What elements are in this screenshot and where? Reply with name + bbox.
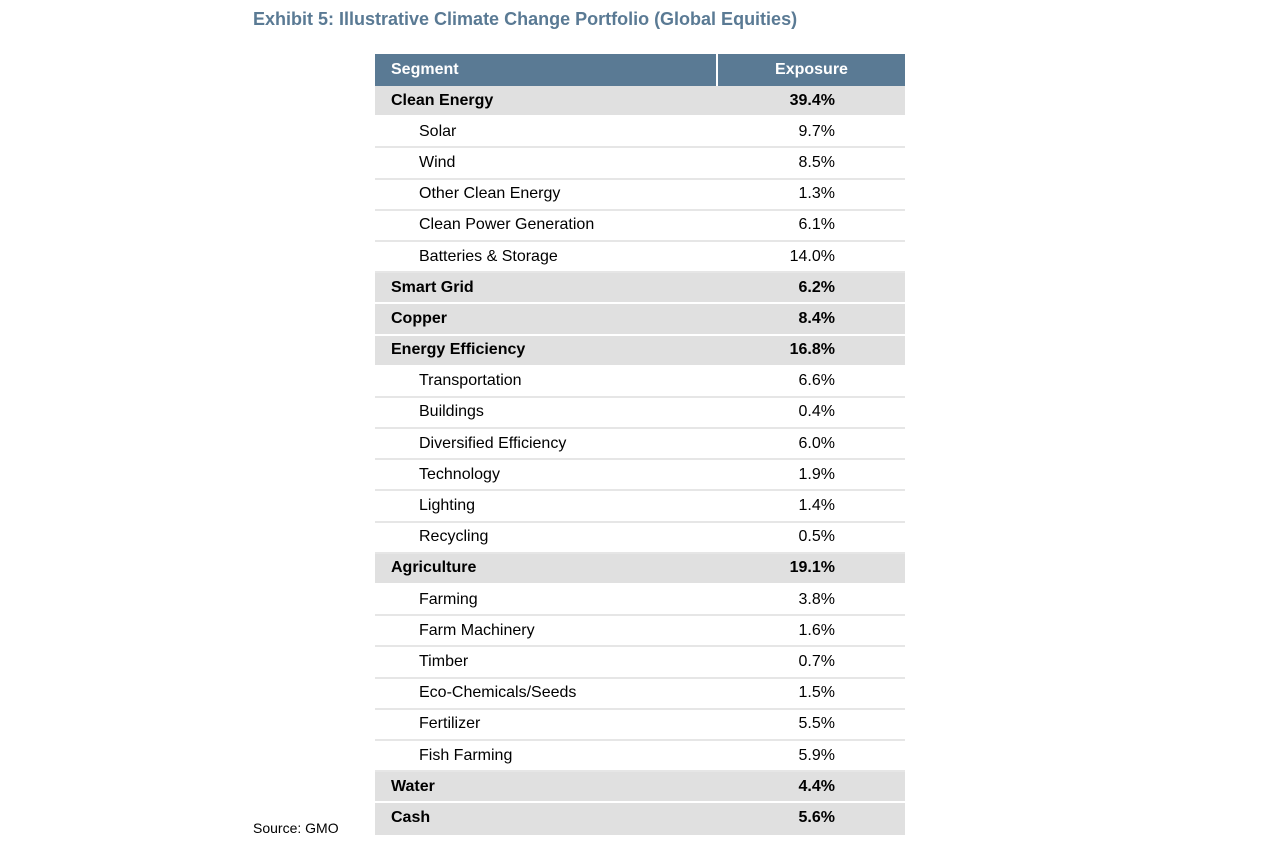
subsegment-row: Transportation 6.6% bbox=[375, 365, 905, 398]
exposure-cell: 39.4% bbox=[717, 86, 905, 118]
exposure-cell: 5.9% bbox=[717, 739, 905, 773]
subsegment-row: Buildings 0.4% bbox=[375, 396, 905, 430]
subsegment-row: Timber 0.7% bbox=[375, 646, 905, 679]
segment-cell: Energy Efficiency bbox=[375, 334, 717, 367]
exposure-cell: 0.7% bbox=[717, 646, 905, 679]
segment-cell: Buildings bbox=[375, 396, 717, 430]
subsegment-row: Clean Power Generation 6.1% bbox=[375, 209, 905, 242]
segment-column-header: Segment bbox=[375, 54, 718, 86]
category-row: Cash 5.6% bbox=[375, 802, 905, 835]
exposure-cell: 6.1% bbox=[717, 209, 905, 242]
segment-cell: Smart Grid bbox=[375, 272, 717, 305]
exposure-cell: 6.0% bbox=[717, 428, 905, 461]
segment-cell: Batteries & Storage bbox=[375, 240, 717, 274]
subsegment-row: Fertilizer 5.5% bbox=[375, 708, 905, 741]
exposure-cell: 4.4% bbox=[717, 771, 905, 804]
exposure-cell: 19.1% bbox=[717, 552, 905, 586]
segment-cell: Wind bbox=[375, 147, 717, 180]
segment-cell: Water bbox=[375, 771, 717, 804]
subsegment-row: Technology 1.9% bbox=[375, 459, 905, 492]
subsegment-row: Batteries & Storage 14.0% bbox=[375, 240, 905, 274]
subsegment-row: Diversified Efficiency 6.0% bbox=[375, 428, 905, 461]
subsegment-row: Wind 8.5% bbox=[375, 147, 905, 180]
category-row: Agriculture 19.1% bbox=[375, 552, 905, 586]
segment-cell: Eco-Chemicals/Seeds bbox=[375, 677, 717, 710]
subsegment-row: Fish Farming 5.9% bbox=[375, 739, 905, 773]
subsegment-row: Farming 3.8% bbox=[375, 584, 905, 617]
segment-cell: Recycling bbox=[375, 521, 717, 554]
exposure-cell: 1.9% bbox=[717, 459, 905, 492]
exposure-cell: 6.2% bbox=[717, 272, 905, 305]
segment-cell: Clean Energy bbox=[375, 86, 717, 118]
segment-cell: Timber bbox=[375, 646, 717, 679]
segment-cell: Solar bbox=[375, 116, 717, 149]
exposure-cell: 8.4% bbox=[717, 303, 905, 336]
category-row: Smart Grid 6.2% bbox=[375, 272, 905, 305]
segment-cell: Copper bbox=[375, 303, 717, 336]
exposure-cell: 0.5% bbox=[717, 521, 905, 554]
segment-cell: Farming bbox=[375, 584, 717, 617]
source-note: Source: GMO bbox=[253, 820, 339, 836]
exposure-cell: 9.7% bbox=[717, 116, 905, 149]
category-row: Energy Efficiency 16.8% bbox=[375, 334, 905, 367]
segment-cell: Fish Farming bbox=[375, 739, 717, 773]
subsegment-row: Lighting 1.4% bbox=[375, 490, 905, 523]
exposure-cell: 1.4% bbox=[717, 490, 905, 523]
segment-cell: Farm Machinery bbox=[375, 615, 717, 648]
subsegment-row: Solar 9.7% bbox=[375, 116, 905, 149]
subsegment-row: Other Clean Energy 1.3% bbox=[375, 178, 905, 211]
segment-cell: Clean Power Generation bbox=[375, 209, 717, 242]
exposure-column-header: Exposure bbox=[717, 54, 905, 86]
segment-cell: Diversified Efficiency bbox=[375, 428, 717, 461]
exposure-cell: 6.6% bbox=[717, 365, 905, 398]
segment-cell: Cash bbox=[375, 802, 717, 835]
table-body: Clean Energy 39.4% Solar 9.7% Wind 8.5% Other … bbox=[375, 86, 905, 835]
subsegment-row: Farm Machinery 1.6% bbox=[375, 615, 905, 648]
exposure-cell: 5.5% bbox=[717, 708, 905, 741]
exposure-cell: 14.0% bbox=[717, 240, 905, 274]
exposure-cell: 3.8% bbox=[717, 584, 905, 617]
segment-cell: Technology bbox=[375, 459, 717, 492]
segment-cell: Other Clean Energy bbox=[375, 178, 717, 211]
segment-cell: Transportation bbox=[375, 365, 717, 398]
segment-cell: Fertilizer bbox=[375, 708, 717, 741]
category-row: Copper 8.4% bbox=[375, 303, 905, 336]
table-header-row: Segment Exposure bbox=[375, 54, 905, 86]
exposure-cell: 1.6% bbox=[717, 615, 905, 648]
exhibit-title: Exhibit 5: Illustrative Climate Change P… bbox=[253, 9, 798, 29]
exposure-cell: 0.4% bbox=[717, 396, 905, 430]
portfolio-table: Segment Exposure Clean Energy 39.4% Solar 9… bbox=[375, 54, 905, 835]
segment-cell: Agriculture bbox=[375, 552, 717, 586]
exposure-cell: 5.6% bbox=[717, 802, 905, 835]
category-row: Clean Energy 39.4% bbox=[375, 86, 905, 118]
subsegment-row: Recycling 0.5% bbox=[375, 521, 905, 554]
subsegment-row: Eco-Chemicals/Seeds 1.5% bbox=[375, 677, 905, 710]
exposure-cell: 8.5% bbox=[717, 147, 905, 180]
exposure-cell: 1.3% bbox=[717, 178, 905, 211]
category-row: Water 4.4% bbox=[375, 771, 905, 804]
exposure-cell: 16.8% bbox=[717, 334, 905, 367]
exposure-cell: 1.5% bbox=[717, 677, 905, 710]
segment-cell: Lighting bbox=[375, 490, 717, 523]
